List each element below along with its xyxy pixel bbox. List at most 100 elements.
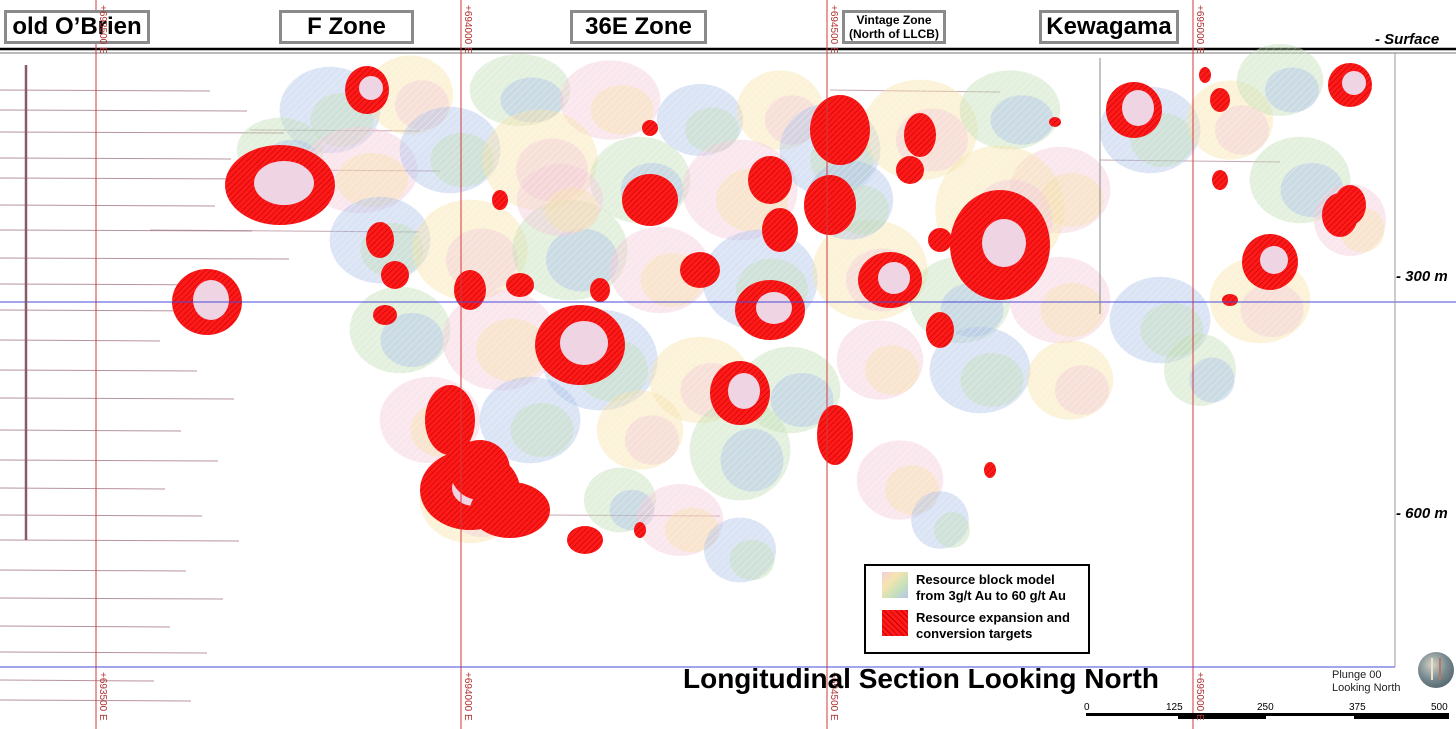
target-core (1122, 90, 1154, 126)
block-patch-hatch (399, 106, 501, 194)
scale-tick-500: 500 (1431, 702, 1448, 713)
target-shape (926, 312, 954, 348)
drill-trace (0, 257, 290, 260)
target-shape (634, 522, 646, 538)
drill-trace (0, 679, 155, 682)
vintage-zone-subtitle: (North of LLCB) (849, 27, 939, 41)
easting-label-top-694500: +694500 E (828, 5, 839, 54)
target-shape (680, 252, 720, 288)
scale-tick-375: 375 (1349, 702, 1366, 713)
zone-label-old-obrien: old O’Brien (4, 10, 150, 44)
view-orientation-icon (1418, 652, 1454, 688)
target-shape (904, 113, 936, 157)
target-core (359, 76, 383, 100)
block-patch-hatch (636, 484, 724, 556)
easting-label-top-693500: +693500 E (97, 5, 108, 54)
target-shape (984, 462, 996, 478)
target-shape (928, 228, 952, 252)
legend-block-model-line2: from 3g/t Au to 60 g/t Au (916, 588, 1066, 603)
drill-trace (0, 339, 161, 342)
target-core (728, 373, 760, 409)
target-shape (492, 190, 508, 210)
drill-trace (0, 397, 235, 400)
target-shape (373, 305, 397, 325)
view-orientation: Plunge 00 Looking North (1332, 669, 1401, 695)
depth-label-300: - 300 m (1396, 268, 1448, 285)
target-shape (366, 222, 394, 258)
scale-tick-0: 0 (1084, 702, 1090, 713)
section-title: Longitudinal Section Looking North (683, 663, 1159, 694)
block-patch-hatch (1026, 340, 1114, 420)
block-model-swatch (882, 572, 908, 598)
depth-label-600: - 600 m (1396, 505, 1448, 522)
target-shape (804, 175, 856, 235)
target-shape (567, 526, 603, 554)
drill-trace (0, 177, 269, 180)
zone-label-kewagama: Kewagama (1039, 10, 1179, 44)
target-core (254, 161, 314, 205)
legend-block-model-line1: Resource block model (916, 572, 1055, 587)
legend-row-targets: Resource expansion and conversion target… (882, 610, 1070, 642)
drill-trace (0, 539, 240, 542)
legend-targets-line1: Resource expansion and (916, 610, 1070, 625)
easting-label-top-694000: +694000 E (462, 5, 473, 54)
target-core (1260, 246, 1288, 274)
easting-label-bottom-695000: +695000 E (1194, 672, 1205, 721)
target-shape (470, 482, 550, 538)
target-core (193, 280, 229, 320)
target-core (982, 219, 1026, 267)
easting-label-bottom-694000: +694000 E (462, 672, 473, 721)
drill-trace (0, 204, 216, 207)
block-patch-hatch (516, 164, 604, 236)
drill-trace (0, 131, 285, 134)
zone-label-vintage: Vintage Zone (North of LLCB) (842, 10, 946, 44)
block-patch-hatch (442, 289, 558, 391)
drill-trace (0, 459, 219, 462)
drill-trace (0, 514, 203, 517)
target-core (756, 292, 792, 324)
block-patch-hatch (656, 84, 744, 156)
scale-bar (1086, 713, 1449, 719)
block-patch-hatch (704, 517, 776, 583)
target-shape (1222, 294, 1238, 306)
plunge-text: Plunge 00 (1332, 669, 1382, 681)
target-shape (1210, 88, 1230, 112)
block-patch-hatch (559, 60, 661, 140)
target-core (560, 321, 608, 365)
block-patch-hatch (689, 399, 791, 501)
target-shape (425, 385, 475, 455)
drill-trace (0, 487, 166, 490)
block-patch-hatch (1164, 334, 1236, 406)
looking-text: Looking North (1332, 682, 1401, 694)
target-shape (1049, 117, 1061, 127)
target-shape (622, 174, 678, 226)
drill-trace (0, 651, 208, 654)
block-patch-hatch (609, 226, 711, 314)
block-patch-hatch (412, 199, 528, 301)
zone-label-36e: 36E Zone (570, 10, 707, 44)
scale-tick-250: 250 (1257, 702, 1274, 713)
drill-trace (0, 569, 187, 572)
easting-label-bottom-693500: +693500 E (97, 672, 108, 721)
block-patch-hatch (469, 54, 571, 126)
target-shape (1334, 185, 1366, 225)
drill-trace (0, 429, 182, 432)
easting-label-top-695000: +695000 E (1194, 5, 1205, 54)
block-patch-hatch (836, 320, 924, 400)
target-shape (817, 405, 853, 465)
target-shape (506, 273, 534, 297)
block-patch-hatch (479, 376, 581, 464)
target-shape (1212, 170, 1228, 190)
block-patch-hatch (911, 491, 969, 549)
drill-trace (0, 89, 211, 92)
target-shape (810, 95, 870, 165)
target-shape (896, 156, 924, 184)
targets-swatch (882, 610, 908, 636)
easting-label-bottom-694500: +694500 E (828, 672, 839, 721)
target-shape (748, 156, 792, 204)
block-patch-hatch (929, 326, 1031, 414)
drill-trace (0, 157, 232, 160)
drill-trace (0, 369, 198, 372)
